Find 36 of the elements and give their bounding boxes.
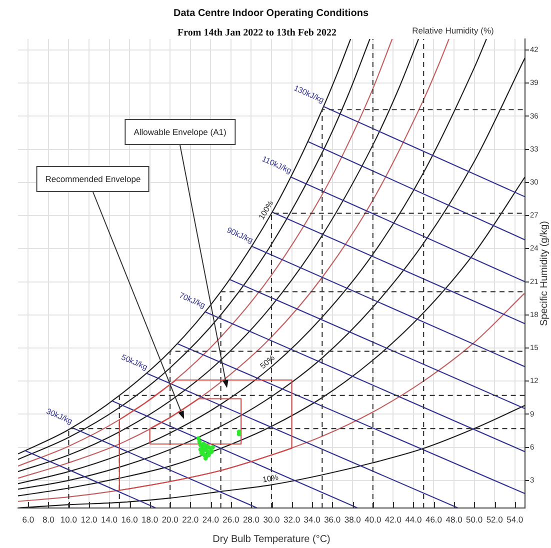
x-tick-label: 20.0 xyxy=(162,514,179,524)
x-tick-label: 36.0 xyxy=(324,514,341,524)
x-tick-label: 40.0 xyxy=(364,514,382,524)
x-tick-label: 54.0 xyxy=(506,514,524,524)
chart-subtitle: From 14th Jan 2022 to 13th Feb 2022 xyxy=(178,28,336,39)
x-tick-label: 44.0 xyxy=(405,514,422,524)
annotation: Allowable Envelope (A1) xyxy=(134,127,226,137)
text: 10% xyxy=(262,472,280,484)
x-tick-label: 22.0 xyxy=(182,514,199,524)
text: 50% xyxy=(258,353,276,371)
chart-title: Data Centre Indoor Operating Conditions xyxy=(173,8,369,19)
x-tick-label: 38.0 xyxy=(344,514,362,524)
x-tick-label: 34.0 xyxy=(304,514,321,524)
x-tick-label: 24.0 xyxy=(202,514,220,524)
x-tick-label: 18.0 xyxy=(142,514,158,524)
callout-box: Recommended Envelope xyxy=(36,166,150,192)
x-tick-label: 32.0 xyxy=(284,514,300,524)
x-tick-label: 8.0 xyxy=(42,514,55,524)
x-tick-label: 28.0 xyxy=(242,514,260,524)
x-tick-label: 16.0 xyxy=(121,514,138,524)
callout-box: Allowable Envelope (A1) xyxy=(124,119,236,145)
x-tick-label: 10.0 xyxy=(60,514,78,524)
x-tick-label: 6.0 xyxy=(22,514,34,524)
x-tick-label: 42.0 xyxy=(384,514,402,524)
x-tick-label: 12.0 xyxy=(80,514,98,524)
annotation: Recommended Envelope xyxy=(45,174,141,184)
x-tick-label: 50.0 xyxy=(466,514,483,524)
x-tick-label: 48.0 xyxy=(446,514,463,524)
y-axis-title: Specific Humidity (g/kg) xyxy=(538,220,550,326)
x-tick-label: 30.0 xyxy=(263,514,280,524)
x-tick-label: 52.0 xyxy=(486,514,504,524)
x-axis-title: Dry Bulb Temperature (°C) xyxy=(212,534,330,545)
text: Relative Humidity (%) xyxy=(412,25,494,36)
x-tick-label: 26.0 xyxy=(222,514,240,524)
x-tick-label: 14.0 xyxy=(100,514,118,524)
x-tick-label: 46.0 xyxy=(425,514,442,524)
